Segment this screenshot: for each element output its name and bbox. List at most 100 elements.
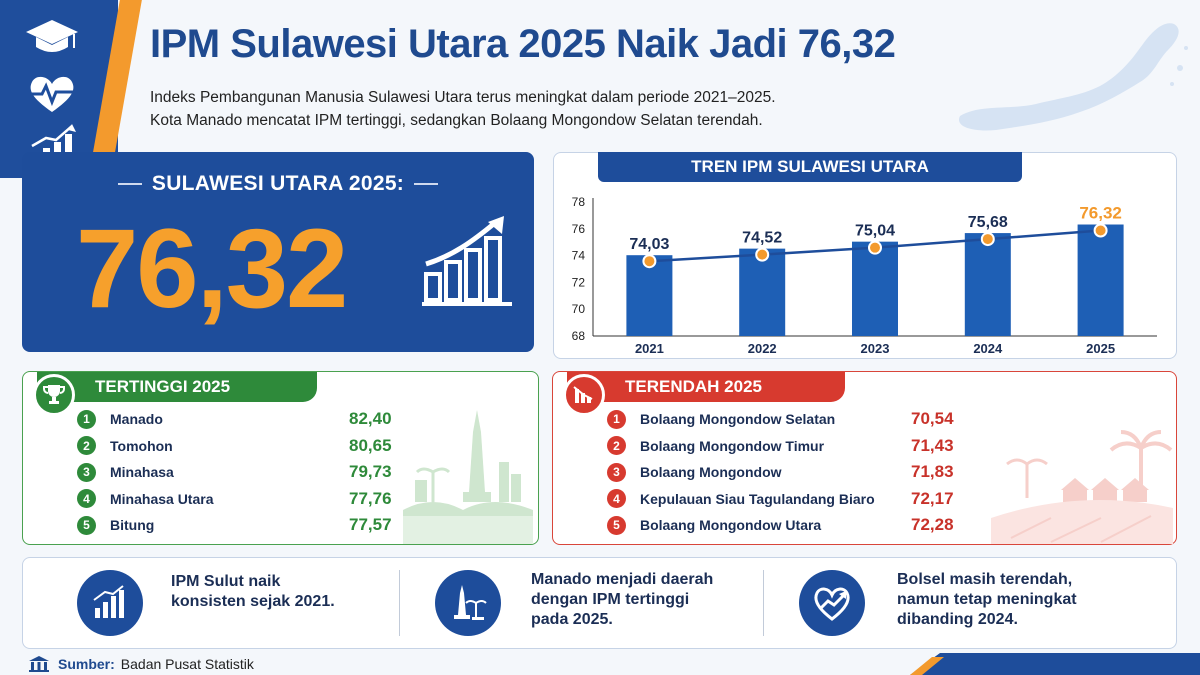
- ranking-row: 4 Kepulauan Siau Tagulandang Biaro: [607, 486, 875, 512]
- y-tick-label: 68: [572, 329, 586, 343]
- ipm-value: 72,17: [911, 488, 954, 508]
- y-tick-label: 76: [572, 222, 586, 236]
- bottom-ranking-title: TERENDAH 2025: [567, 372, 845, 402]
- hero-card: SULAWESI UTARA 2025: 76,32: [22, 152, 534, 352]
- data-point: [868, 240, 882, 255]
- ipm-value: 70,54: [911, 409, 954, 428]
- source-line: Sumber: Badan Pusat Statistik: [28, 655, 254, 673]
- data-label: 74,03: [629, 236, 669, 253]
- ranking-row: 2 Tomohon: [77, 433, 173, 459]
- rank-number: 4: [607, 489, 626, 508]
- bar: [1077, 224, 1124, 336]
- rank-number: 4: [77, 489, 96, 508]
- data-label: 75,68: [968, 214, 1008, 231]
- top-ranking-title: TERTINGGI 2025: [37, 372, 317, 402]
- y-tick-label: 72: [572, 275, 586, 289]
- declining-chart-icon: [563, 374, 605, 416]
- ranking-row: 5 Bitung: [77, 512, 154, 538]
- sulawesi-map-icon: [958, 23, 1188, 131]
- region-name: Manado: [110, 411, 163, 427]
- heart-trend-icon: [799, 570, 865, 636]
- ipm-value: 71,83: [911, 462, 954, 481]
- heart-pulse-icon: [30, 76, 74, 112]
- ranking-row: 1 Bolaang Mongondow Selatan: [607, 406, 835, 432]
- page-title: IPM Sulawesi Utara 2025 Naik Jadi 76,32: [150, 22, 896, 66]
- hero-value: 76,32: [76, 206, 348, 331]
- ranking-row: 2 Bolaang Mongondow Timur: [607, 433, 824, 459]
- institution-icon: [29, 656, 49, 672]
- ipm-value: 82,40: [349, 409, 392, 428]
- rank-number: 3: [607, 462, 626, 482]
- growth-chart-icon: [77, 570, 143, 636]
- region-name: Minahasa: [110, 464, 174, 480]
- rank-number: 2: [77, 436, 96, 455]
- data-point: [642, 254, 657, 269]
- ranking-row: 3 Minahasa: [77, 459, 174, 485]
- hero-label-row: SULAWESI UTARA 2025:: [22, 172, 534, 196]
- insights-bar: IPM Sulut naik konsisten sejak 2021. Man…: [22, 557, 1177, 649]
- trend-chart: 68 70 72 74 76 78 2021 2022 2023 2024 2025 74,03 74,…: [572, 195, 1157, 356]
- source-label: Sumber:: [58, 656, 115, 672]
- source-value: Badan Pusat Statistik: [120, 656, 254, 672]
- hero-label: SULAWESI UTARA 2025:: [151, 172, 405, 195]
- monument-icon: [435, 570, 501, 636]
- x-tick-label: 2025: [1086, 341, 1115, 356]
- insight-text-1: IPM Sulut naik konsisten sejak 2021.: [171, 573, 335, 610]
- x-tick-label: 2023: [861, 341, 890, 356]
- top-ranking-panel: TERTINGGI 2025 1 Manado 82,40 2 Tomohon 80,65…: [22, 371, 539, 545]
- data-label: 75,04: [855, 223, 895, 240]
- ranking-row: 4 Minahasa Utara: [77, 486, 213, 512]
- rank-number: 1: [77, 409, 96, 429]
- ranking-row: 3 Bolaang Mongondow: [607, 459, 782, 485]
- data-point: [980, 232, 995, 247]
- village-palm-icon: [991, 430, 1173, 544]
- x-tick-label: 2024: [973, 341, 1003, 356]
- bar: [739, 248, 786, 336]
- ipm-value: 71,43: [911, 435, 954, 455]
- data-label: 76,32: [1079, 204, 1122, 223]
- ipm-value: 72,28: [911, 515, 954, 534]
- insight-text-2: Manado menjadi daerah dengan IPM terting…: [531, 571, 714, 628]
- rank-number: 1: [607, 409, 626, 429]
- region-name: Bolaang Mongondow Utara: [640, 517, 822, 533]
- region-name: Bolaang Mongondow Timur: [640, 437, 825, 454]
- data-point: [755, 247, 770, 262]
- hero-rule-left: [117, 183, 142, 186]
- region-name: Kepulauan Siau Tagulandang Biaro: [640, 490, 875, 507]
- region-name: Bolaang Mongondow Selatan: [640, 411, 836, 427]
- ipm-value: 77,76: [349, 488, 392, 508]
- y-tick-label: 78: [572, 195, 586, 209]
- x-tick-label: 2022: [748, 341, 777, 356]
- ipm-value: 77,57: [349, 515, 392, 534]
- region-name: Bitung: [110, 517, 155, 533]
- data-point: [1093, 223, 1108, 238]
- ranking-row: 5 Bolaang Mongondow Utara: [607, 512, 821, 538]
- insight-divider: [763, 570, 764, 636]
- sidebar: [0, 0, 118, 178]
- rank-number: 5: [77, 515, 96, 535]
- ipm-value: 79,73: [349, 462, 392, 481]
- y-tick-label: 70: [572, 302, 586, 316]
- ipm-value: 80,65: [349, 435, 392, 455]
- bar: [964, 233, 1011, 336]
- region-name: Tomohon: [110, 437, 173, 454]
- region-name: Minahasa Utara: [110, 490, 214, 507]
- hero-rule-right: [414, 183, 439, 186]
- rank-number: 2: [607, 436, 626, 455]
- data-label: 74,52: [742, 230, 782, 247]
- ranking-row: 1 Manado: [77, 406, 163, 432]
- bottom-ranking-panel: TERENDAH 2025 1 Bolaang Mongondow Selatan…: [552, 371, 1177, 545]
- rising-bars-icon: [422, 216, 512, 306]
- graduation-cap-icon: [26, 20, 78, 52]
- trophy-icon: [33, 374, 75, 416]
- region-name: Bolaang Mongondow: [640, 464, 782, 480]
- rank-number: 3: [77, 462, 96, 482]
- bar: [626, 255, 673, 336]
- trend-title: TREN IPM SULAWESI UTARA: [598, 152, 1022, 182]
- rank-number: 5: [607, 515, 626, 535]
- insight-divider: [399, 570, 400, 636]
- x-tick-label: 2021: [635, 341, 664, 356]
- page-subtitle: Indeks Pembangunan Manusia Sulawesi Utar…: [150, 86, 776, 132]
- y-tick-label: 74: [572, 249, 586, 263]
- bar: [852, 241, 898, 336]
